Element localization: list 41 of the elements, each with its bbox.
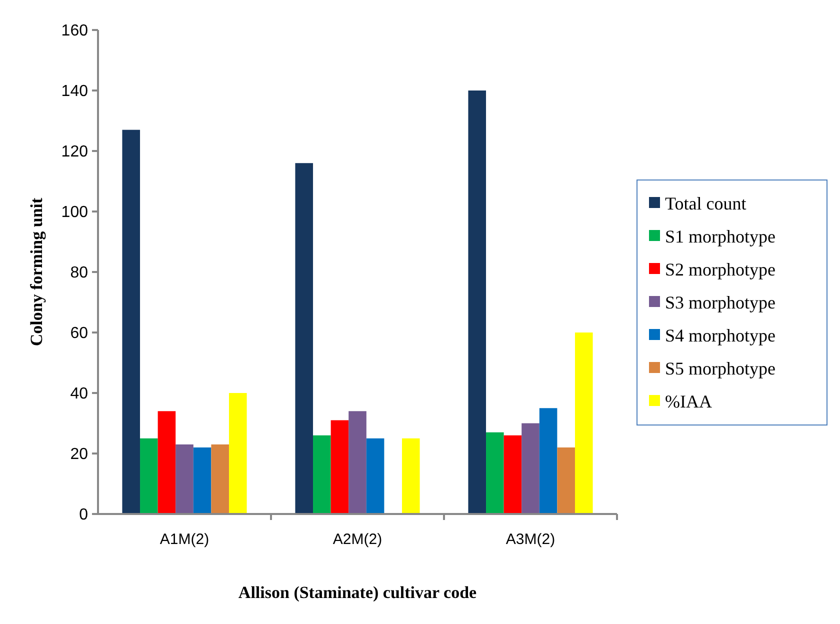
bar [193, 447, 212, 514]
bar [176, 444, 194, 514]
legend-label: S1 morphotype [665, 226, 776, 246]
bar [504, 435, 522, 514]
x-axis-title: Allison (Staminate) cultivar code [238, 583, 478, 602]
bar [486, 432, 504, 514]
legend-label: Total count [665, 193, 746, 214]
legend-label: S2 morphotype [665, 259, 776, 280]
y-tick-label: 160 [61, 22, 88, 40]
bar [539, 408, 558, 514]
x-tick-label: A3M(2) [506, 531, 556, 548]
bar [366, 438, 384, 514]
y-tick-label: 120 [61, 144, 88, 161]
bar [348, 411, 366, 514]
y-tick-label: 0 [79, 506, 88, 524]
bar [228, 393, 247, 514]
bar [140, 438, 158, 514]
bar [158, 411, 176, 514]
bar [522, 423, 540, 514]
legend-label: %IAA [665, 391, 712, 412]
y-tick-label: 20 [70, 446, 88, 464]
bar [557, 447, 575, 514]
y-tick-label: 40 [70, 386, 88, 403]
bar [295, 163, 314, 514]
y-tick-label: 60 [70, 325, 88, 342]
bar [313, 435, 331, 514]
bar [574, 332, 593, 514]
bar [468, 90, 486, 514]
y-tick-label: 140 [61, 83, 88, 100]
bar [402, 438, 420, 514]
legend-label: S4 morphotype [665, 325, 776, 346]
y-tick-label: 100 [61, 204, 88, 222]
x-tick-label: A2M(2) [332, 531, 382, 548]
bar [122, 130, 140, 514]
y-tick-label: 80 [70, 264, 88, 282]
bar [330, 420, 349, 514]
x-tick-label: A1M(2) [160, 531, 210, 548]
legend-label: S3 morphotype [665, 292, 776, 312]
legend-label: S5 morphotype [665, 358, 776, 378]
y-axis-title: Colony forming unit [27, 198, 46, 346]
bar [211, 444, 229, 514]
